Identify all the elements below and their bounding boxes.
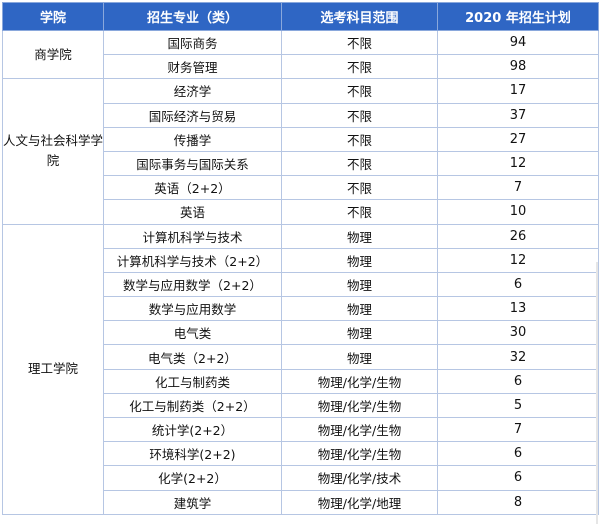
header-subjects: 选考科目范围 [281,2,438,31]
enrollment-plan-table: 学院 招生专业（类） 选考科目范围 2020 年招生计划 商学院 国际商务 不限… [2,2,599,515]
major-cell: 英语（2+2） [103,175,282,201]
major-cell: 国际事务与国际关系 [103,150,282,177]
header-school: 学院 [2,2,104,31]
table-row: 传播学 不限 27 [3,126,599,152]
school-cell: 商学院 [2,29,104,80]
plan-cell: 5 [437,392,599,419]
major-cell: 传播学 [103,126,282,152]
plan-cell: 27 [437,126,599,152]
plan-cell: 30 [437,320,599,346]
major-cell: 统计学(2+2） [103,416,282,443]
table-row: 化工与制药类 物理/化学/生物 6 [3,368,599,394]
major-cell: 计算机科学与技术 [103,223,282,249]
plan-cell: 94 [437,29,599,56]
major-cell: 国际经济与贸易 [103,102,282,128]
plan-cell: 37 [437,102,599,128]
subjects-cell: 物理/化学/生物 [281,441,438,467]
major-cell: 化工与制药类（2+2） [103,392,282,419]
plan-cell: 8 [437,489,599,515]
major-cell: 化工与制药类 [103,368,282,394]
major-cell: 英语 [103,199,282,225]
table-row: 电气类 物理 30 [3,320,599,346]
table-row: 人文与社会科学学院 经济学 不限 17 [2,78,599,225]
table-row: 英语（2+2） 不限 7 [3,175,599,201]
major-cell: 计算机科学与技术（2+2） [103,247,282,273]
subjects-cell: 物理/化学/生物 [281,392,438,419]
subjects-cell: 物理 [281,247,438,273]
subjects-cell: 物理 [281,296,438,322]
major-cell: 经济学 [103,78,282,104]
subjects-cell: 不限 [281,54,438,80]
subjects-cell: 不限 [281,29,438,56]
major-cell: 国际商务 [103,29,282,56]
plan-cell: 12 [437,247,599,273]
plan-cell: 6 [437,271,599,298]
subjects-cell: 物理/化学/生物 [281,416,438,443]
major-cell: 电气类 [103,320,282,346]
subjects-cell: 不限 [281,175,438,201]
plan-cell: 98 [437,54,599,80]
subjects-cell: 物理 [281,320,438,346]
header-plan: 2020 年招生计划 [437,2,599,31]
subjects-cell: 物理 [281,344,438,370]
plan-cell: 6 [437,368,599,394]
plan-cell: 7 [437,175,599,201]
plan-cell: 32 [437,344,599,370]
plan-cell: 10 [437,199,599,225]
subjects-cell: 不限 [281,102,438,128]
major-cell: 环境科学(2+2) [103,441,282,467]
subjects-cell: 物理/化学/地理 [281,489,438,515]
major-cell: 建筑学 [103,489,282,515]
table-row: 财务管理 不限 98 [3,54,599,80]
subjects-cell: 不限 [281,199,438,225]
major-cell: 数学与应用数学（2+2） [103,271,282,298]
subjects-cell: 不限 [281,78,438,104]
plan-cell: 26 [437,223,599,249]
school-cell: 理工学院 [2,223,104,515]
table-row: 化工与制药类（2+2） 物理/化学/生物 5 [3,392,599,419]
table-row: 商学院 国际商务 不限 94 [2,29,599,80]
header-major: 招生专业（类） [103,2,282,31]
school-cell: 人文与社会科学学院 [2,78,104,225]
table-row: 环境科学(2+2) 物理/化学/生物 6 [3,441,599,467]
plan-cell: 7 [437,416,599,443]
plan-cell: 13 [437,296,599,322]
table-row: 统计学(2+2） 物理/化学/生物 7 [3,416,599,443]
table-row: 英语 不限 10 [3,199,599,225]
subjects-cell: 不限 [281,126,438,152]
table-row: 化学(2+2） 物理/化学/技术 6 [3,465,599,491]
table-row: 电气类（2+2） 物理 32 [3,344,599,370]
major-cell: 财务管理 [103,54,282,80]
plan-cell: 12 [437,150,599,177]
table-row: 建筑学 物理/化学/地理 8 [3,489,599,515]
plan-cell: 6 [437,441,599,467]
plan-cell: 17 [437,78,599,104]
table-row: 国际事务与国际关系 不限 12 [3,150,599,177]
subjects-cell: 物理/化学/生物 [281,368,438,394]
major-cell: 化学(2+2） [103,465,282,491]
page-edge-line [596,262,598,524]
header-row: 学院 招生专业（类） 选考科目范围 2020 年招生计划 [2,2,599,31]
subjects-cell: 物理 [281,223,438,249]
subjects-cell: 物理/化学/技术 [281,465,438,491]
major-cell: 数学与应用数学 [103,296,282,322]
plan-cell: 6 [437,465,599,491]
subjects-cell: 不限 [281,150,438,177]
subjects-cell: 物理 [281,271,438,298]
major-cell: 电气类（2+2） [103,344,282,370]
table-row: 理工学院 计算机科学与技术 物理 26 [2,223,599,515]
table-row: 国际经济与贸易 不限 37 [3,102,599,128]
